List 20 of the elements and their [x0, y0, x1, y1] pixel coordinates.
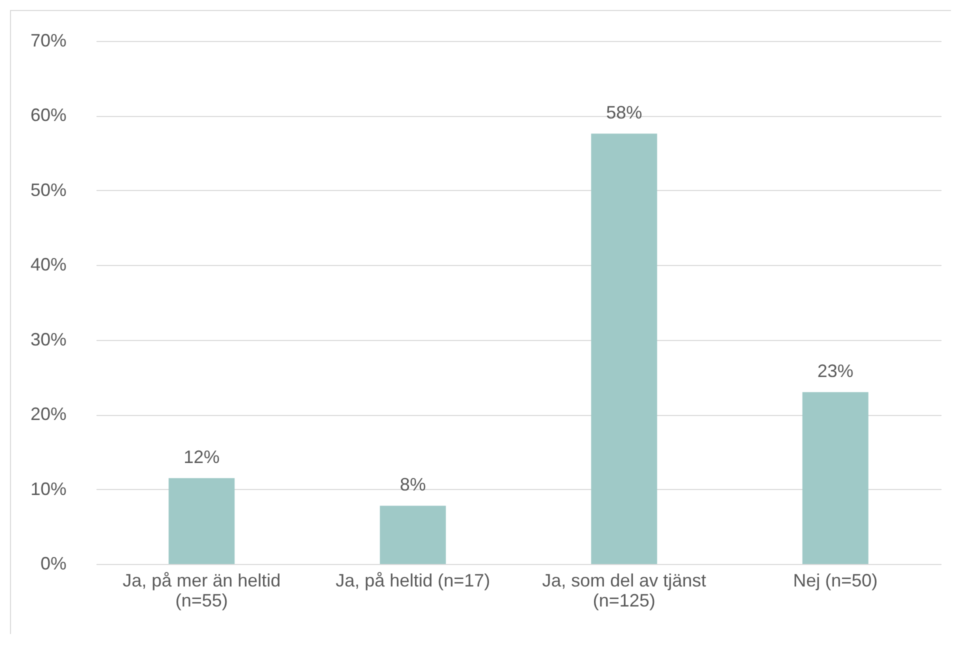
- x-tick-label: Ja, som del av tjänst (n=125): [542, 570, 706, 610]
- bar: [591, 134, 658, 564]
- bar: [802, 392, 868, 564]
- data-label: 58%: [606, 102, 642, 123]
- y-tick-label: 60%: [30, 105, 66, 126]
- y-tick-label: 10%: [30, 478, 66, 499]
- y-tick-label: 30%: [30, 329, 66, 350]
- y-tick-label: 70%: [30, 30, 66, 50]
- bar: [380, 506, 446, 564]
- y-tick-label: 50%: [30, 180, 66, 200]
- y-tick-label: 20%: [30, 404, 66, 424]
- data-label: 12%: [184, 447, 220, 468]
- y-tick-label: 0%: [40, 554, 66, 574]
- x-tick-label: Nej (n=50): [793, 570, 878, 590]
- y-tick-label: 40%: [30, 254, 66, 275]
- bar: [168, 478, 235, 564]
- data-label: 8%: [400, 474, 426, 495]
- x-tick-label: Ja, på mer än heltid (n=55): [122, 570, 281, 610]
- data-label: 23%: [817, 361, 854, 382]
- x-tick-label: Ja, på heltid (n=17): [336, 570, 490, 590]
